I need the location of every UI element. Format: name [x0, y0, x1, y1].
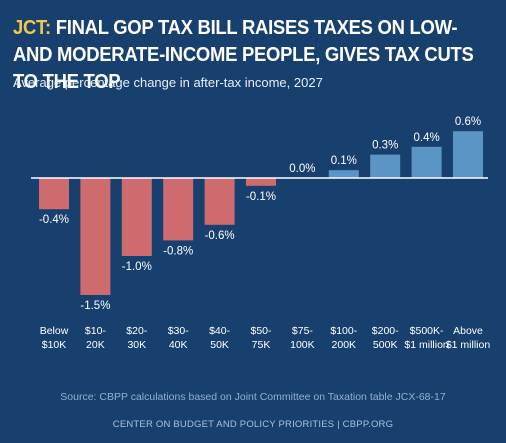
tick-label: $50-: [250, 325, 272, 337]
tick-label: $30-: [168, 325, 190, 337]
headline-text: Final GOP Tax Bill Raises Taxes on Low- …: [13, 16, 474, 93]
tick-label: $100-: [330, 325, 357, 337]
data-label: -0.1%: [246, 191, 276, 203]
tick-label: $40-: [209, 325, 231, 337]
data-label: 0.3%: [372, 140, 398, 152]
headline-prefix: JCT:: [13, 16, 51, 39]
footer-credit: CENTER ON BUDGET AND POLICY PRIORITIES |…: [112, 419, 394, 430]
bar: [453, 131, 483, 178]
tick-label: $20-: [126, 325, 148, 337]
tick-label: Below: [40, 325, 69, 337]
tick-label: $1 million: [404, 339, 449, 351]
tick-label: 200K: [332, 339, 357, 351]
chart-subtitle: Average percentage change in after-tax i…: [13, 75, 323, 90]
tick-label: 20K: [86, 339, 105, 351]
tick-label: $200-: [372, 325, 399, 337]
data-label: -0.8%: [163, 245, 193, 257]
bar: [80, 178, 111, 295]
chart-headline: JCT: Final GOP Tax Bill Raises Taxes on …: [13, 14, 499, 95]
tick-label: 40K: [169, 339, 188, 351]
tick-label: $75-: [292, 325, 314, 337]
tick-label: $1 million: [446, 339, 491, 351]
data-label: 0.4%: [413, 132, 439, 144]
tick-label: 75K: [252, 339, 271, 351]
data-label: 0.6%: [455, 116, 481, 128]
tick-label: $10K: [42, 339, 67, 351]
tick-label: $500K-: [410, 325, 444, 337]
bar: [328, 170, 359, 178]
tick-label: $10-: [85, 325, 107, 337]
tick-label: Above: [453, 325, 483, 337]
data-label: 0.0%: [289, 163, 315, 175]
tick-label: 50K: [210, 339, 229, 351]
data-label: -1.5%: [80, 300, 110, 312]
data-label: 0.1%: [331, 155, 357, 167]
bar: [370, 154, 401, 178]
data-label: -1.0%: [122, 261, 152, 273]
source-note: Source: CBPP calculations based on Joint…: [60, 391, 446, 403]
bar: [39, 178, 69, 210]
bar: [246, 178, 276, 186]
data-label: -0.6%: [205, 230, 235, 242]
data-label: -0.4%: [39, 214, 69, 226]
bar: [163, 178, 194, 241]
bar: [204, 178, 235, 225]
tick-label: 30K: [127, 339, 146, 351]
tick-label: 500K: [373, 339, 398, 351]
tick-label: 100K: [290, 339, 315, 351]
bar: [411, 146, 442, 178]
bar: [121, 178, 152, 256]
